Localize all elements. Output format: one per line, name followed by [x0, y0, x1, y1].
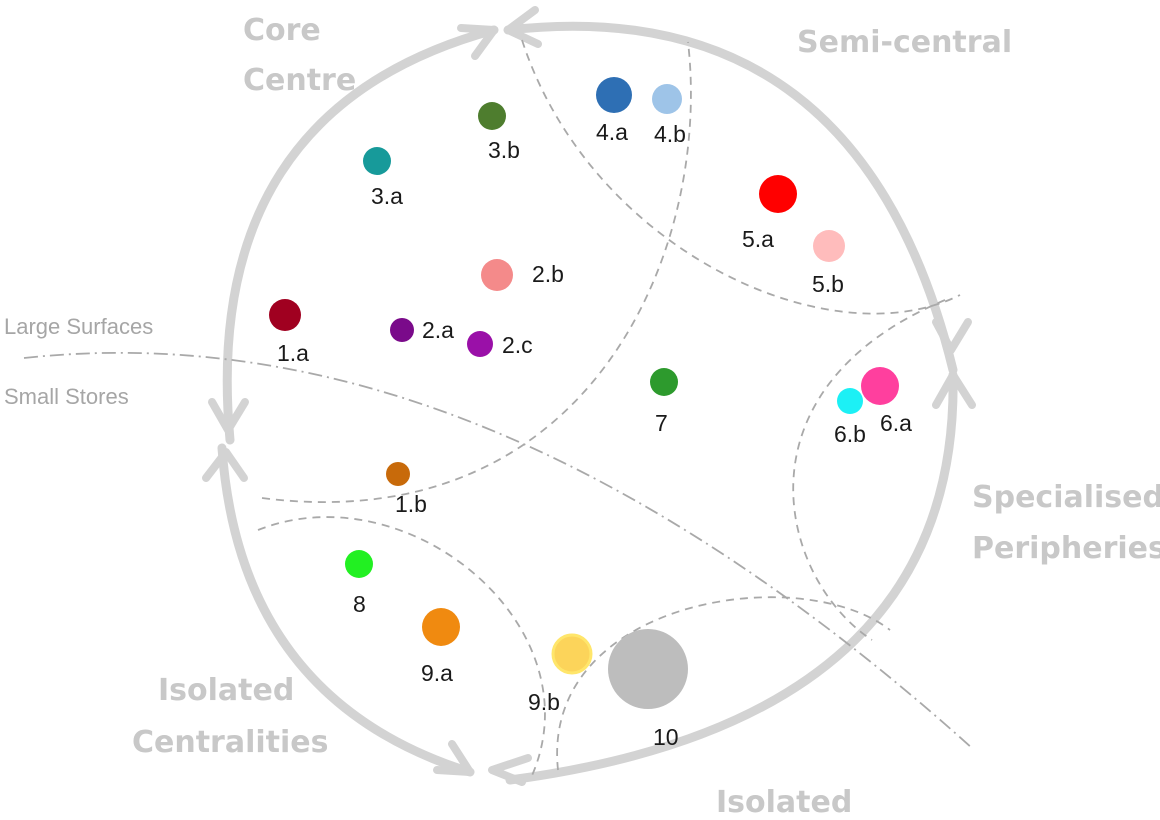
- outer-cycle: [202, 6, 976, 786]
- arc-right-bottom: [505, 370, 958, 785]
- node-8: [345, 550, 373, 578]
- node-9a: [422, 608, 460, 646]
- node-2c: [467, 331, 493, 357]
- node-label-8: 8: [353, 591, 366, 617]
- boundary-isolated: [556, 596, 891, 771]
- region-label-centralities: Centralities: [132, 725, 329, 760]
- node-9b: [551, 633, 593, 675]
- arc-bottom-left: [217, 443, 475, 777]
- node-label-7: 7: [655, 410, 668, 436]
- node-5a: [759, 175, 797, 213]
- label-large-surfaces: Large Surfaces: [4, 314, 153, 339]
- node-label-2b: 2.b: [532, 261, 564, 287]
- node-4a: [596, 77, 632, 113]
- node-7: [650, 368, 678, 396]
- arrowhead-right-bottom: [932, 371, 976, 409]
- region-label-semi-central: Semi-central: [797, 25, 1012, 60]
- node-label-9a: 9.a: [421, 660, 453, 686]
- node-6a: [861, 367, 899, 405]
- region-label-specialised: Specialised: [972, 480, 1160, 515]
- boundary-core-semicentral: [261, 41, 692, 503]
- region-label-centre: Centre: [243, 63, 356, 98]
- node-3b: [478, 102, 506, 130]
- boundary-specialised: [792, 299, 946, 641]
- label-small-stores: Small Stores: [4, 384, 129, 409]
- node-label-1a: 1.a: [277, 340, 309, 366]
- divider-large-small: [23, 352, 973, 749]
- node-label-5a: 5.a: [742, 226, 774, 252]
- node-label-3b: 3.b: [488, 137, 520, 163]
- node-3a: [363, 147, 391, 175]
- boundary-isolated-centralities: [257, 516, 546, 781]
- region-label-peripheries: Peripheries: [972, 531, 1160, 566]
- node-label-6a: 6.a: [880, 410, 912, 436]
- node-label-5b: 5.b: [812, 271, 844, 297]
- arrowhead-top-right: [504, 6, 542, 48]
- node-1b: [386, 462, 410, 486]
- arrowhead-top-left: [457, 24, 498, 60]
- node-label-4b: 4.b: [654, 121, 686, 147]
- divider-labels: Large Surfaces Small Stores: [4, 314, 153, 409]
- region-boundaries: [23, 39, 973, 781]
- node-label-2a: 2.a: [422, 317, 454, 343]
- arrowhead-left-bottom: [202, 448, 248, 482]
- node-label-6b: 6.b: [834, 421, 866, 447]
- arrowhead-bottom-right: [488, 754, 532, 786]
- nodes: 1.a 1.b 2.a 2.b 2.c 3.a 3.b 4.a 4.b 5.a …: [269, 77, 912, 750]
- node-label-9b: 9.b: [528, 689, 560, 715]
- node-label-3a: 3.a: [371, 183, 403, 209]
- node-5b: [813, 230, 845, 262]
- node-1a: [269, 299, 301, 331]
- node-label-1b: 1.b: [395, 491, 427, 517]
- region-label-isolated-1: Isolated: [158, 673, 294, 708]
- arrowhead-bottom-left: [433, 740, 474, 776]
- node-4b: [652, 84, 682, 114]
- arrowhead-right-top: [932, 318, 972, 354]
- arc-left-top: [222, 25, 499, 445]
- node-label-2c: 2.c: [502, 332, 533, 358]
- node-6b: [837, 388, 863, 414]
- node-label-4a: 4.a: [596, 119, 628, 145]
- region-label-core: Core: [243, 13, 321, 48]
- arc-top-right: [503, 21, 958, 375]
- node-10: [608, 629, 688, 709]
- node-2b: [481, 259, 513, 291]
- arrowhead-left-top: [208, 398, 249, 434]
- boundary-semicentral-upper: [521, 39, 961, 315]
- region-labels: Core Centre Semi-central Specialised Per…: [132, 13, 1160, 820]
- node-label-10: 10: [653, 724, 679, 750]
- region-label-isolated: Isolated: [716, 785, 852, 820]
- node-2a: [390, 318, 414, 342]
